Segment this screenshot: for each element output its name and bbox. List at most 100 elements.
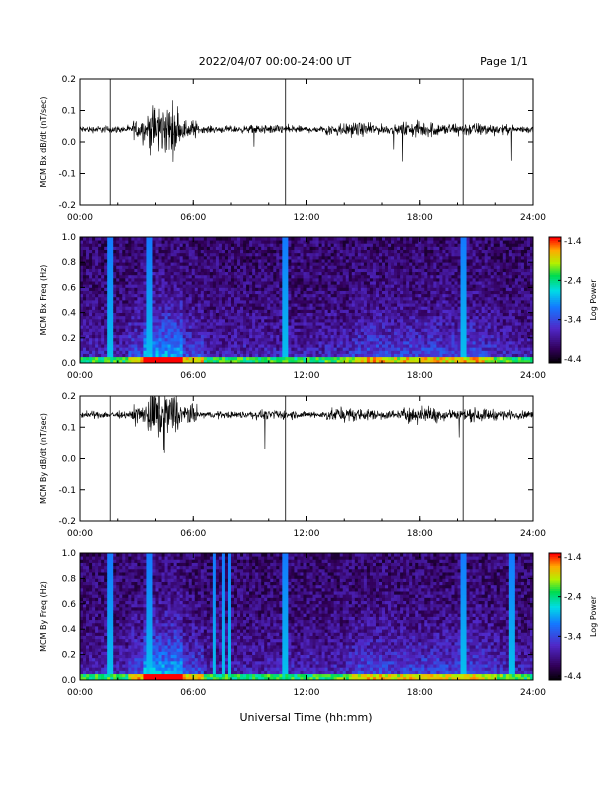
spectrogram-cell [403, 290, 407, 295]
spectrogram-cell [185, 340, 190, 345]
spectrogram-cell [303, 268, 307, 273]
spectrogram-cell [161, 344, 165, 348]
spectrogram-cell [107, 237, 111, 241]
spectrogram-cell [291, 277, 295, 282]
spectrogram-cell [209, 325, 214, 329]
spectrogram-cell [146, 259, 150, 263]
spectrogram-cell [439, 303, 443, 307]
spectrogram-cell [442, 337, 446, 342]
spectrogram-cell [327, 318, 332, 323]
spectrogram-cell [89, 328, 93, 332]
spectrogram-cell [309, 243, 313, 247]
spectrogram-cell [119, 325, 123, 329]
spectrogram-cell [188, 243, 193, 247]
spectrogram-cell [200, 334, 205, 339]
spectrogram-cell [95, 337, 99, 342]
spectrogram-cell [131, 350, 135, 354]
spectrogram-cell [391, 312, 395, 317]
spectrogram-cell [110, 356, 114, 361]
spectrogram-cell [215, 337, 220, 342]
spectrogram-cell [143, 359, 147, 364]
spectrogram-cell [342, 306, 347, 310]
spectrogram-cell [116, 309, 120, 313]
spectrogram-cell [191, 290, 196, 295]
spectrogram-cell [176, 265, 181, 269]
spectrogram-cell [312, 300, 316, 304]
spectrogram-cell [300, 309, 304, 313]
spectrogram-cell [330, 353, 335, 358]
spectrogram-cell [363, 252, 368, 257]
spectrogram-cell [206, 340, 211, 345]
spectrogram-cell [436, 300, 440, 304]
spectrogram-cell [246, 240, 250, 244]
spectrogram-cell [131, 268, 135, 273]
spectrogram-cell [167, 322, 171, 326]
spectrogram-cell [303, 315, 307, 320]
spectrogram-cell [237, 318, 241, 323]
spectrogram-cell [119, 277, 123, 282]
spectrogram-cell [382, 334, 386, 339]
spectrogram-cell [288, 328, 292, 332]
spectrogram-cell [185, 328, 190, 332]
spectrogram-cell [357, 237, 362, 241]
spectrogram-cell [279, 300, 283, 304]
spectrogram-cell [369, 249, 374, 254]
spectrogram-cell [98, 340, 102, 345]
spectrogram-cell [306, 337, 310, 342]
spectrogram-cell [424, 353, 428, 358]
spectrogram-cell [385, 315, 389, 320]
spectrogram-cell [203, 274, 208, 279]
spectrogram-cell [397, 284, 401, 288]
spectrogram-cell [215, 325, 220, 329]
spectrogram-cell [354, 318, 359, 323]
spectrogram-cell [415, 356, 419, 361]
spectrogram-cell [436, 246, 440, 250]
spectrogram-cell [212, 252, 217, 257]
spectrogram-cell [258, 303, 262, 307]
spectrogram-cell [330, 268, 335, 273]
spectrogram-cell [179, 252, 184, 257]
spectrogram-cell [439, 287, 443, 291]
spectrogram-cell [279, 262, 283, 266]
spectrogram-cell [231, 315, 235, 320]
spectrogram-cell [300, 271, 304, 276]
spectrogram-cell [155, 240, 159, 244]
spectrogram-cell [134, 356, 138, 361]
spectrogram-cell [354, 303, 359, 307]
spectrogram-cell [291, 331, 295, 336]
spectrogram-cell [330, 306, 335, 310]
spectrogram-cell [107, 284, 111, 288]
spectrogram-cell [451, 347, 455, 351]
spectrogram-cell [143, 328, 147, 332]
spectrogram-cell [318, 303, 322, 307]
spectrogram-cell [409, 334, 413, 339]
spectrogram-cell [143, 255, 147, 260]
spectrogram-cell [282, 340, 286, 345]
spectrogram-cell [294, 315, 298, 320]
spectrogram-cell [140, 356, 144, 361]
spectrogram-cell [161, 262, 165, 266]
spectrogram-cell [234, 347, 238, 351]
spectrogram-cell [158, 325, 162, 329]
spectrogram-cell [363, 312, 368, 317]
spectrogram-cell [218, 243, 223, 247]
spectrogram-cell [378, 281, 383, 285]
spectrogram-cell [430, 328, 434, 332]
spectrogram-cell [430, 255, 434, 260]
spectrogram-cell [267, 271, 271, 276]
spectrogram-cell [327, 322, 332, 326]
spectrogram-cell [240, 296, 244, 301]
spectrogram-cell [354, 249, 359, 254]
spectrogram-cell [170, 322, 175, 326]
spectrogram-cell [436, 337, 440, 342]
spectrogram-cell [397, 318, 401, 323]
spectrogram-cell [430, 281, 434, 285]
spectrogram-cell [279, 347, 283, 351]
spectrogram-cell [173, 237, 178, 241]
spectrogram-cell [261, 271, 265, 276]
spectrogram-cell [255, 240, 259, 244]
spectrogram-cell [442, 356, 446, 361]
spectrogram-cell [357, 271, 362, 276]
spectrogram-cell [430, 315, 434, 320]
spectrogram-cell [203, 237, 208, 241]
